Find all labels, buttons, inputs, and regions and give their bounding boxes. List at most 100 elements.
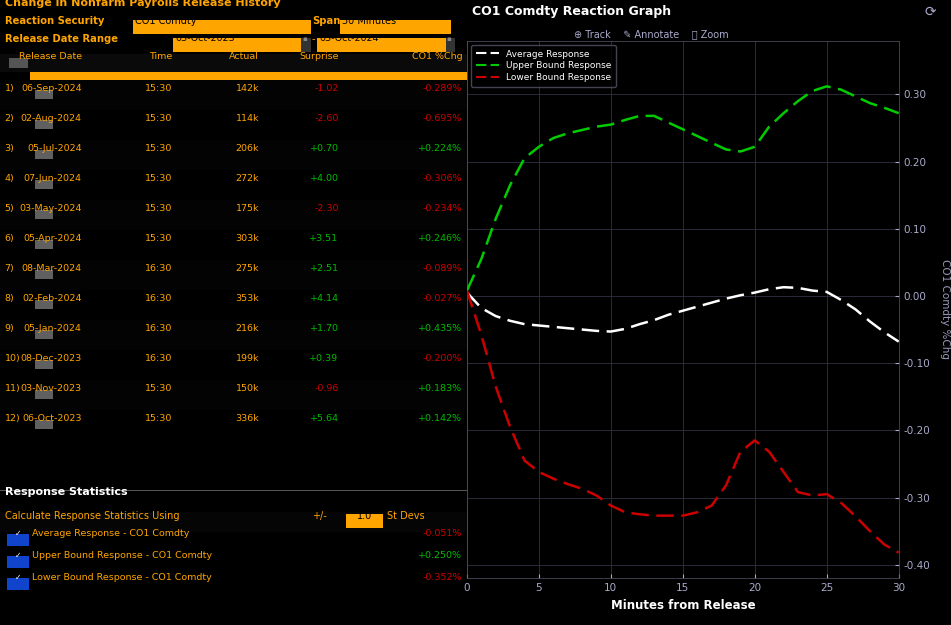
Text: -0.234%: -0.234%: [423, 204, 462, 213]
Text: +0.435%: +0.435%: [418, 324, 462, 333]
Text: ▪: ▪: [302, 36, 307, 42]
Bar: [0, 200, 467, 230]
Text: ✓: ✓: [14, 551, 21, 560]
Text: +0.224%: +0.224%: [418, 144, 462, 153]
Text: 6): 6): [5, 234, 14, 243]
Bar: [35, 420, 52, 429]
Text: 16:30: 16:30: [146, 354, 173, 363]
Text: 08-Dec-2023: 08-Dec-2023: [21, 354, 82, 363]
Text: 07-Jun-2024: 07-Jun-2024: [24, 174, 82, 183]
Text: St Devs: St Devs: [387, 511, 424, 521]
Bar: [317, 38, 446, 52]
Text: -2.60: -2.60: [314, 114, 339, 123]
Text: 206k: 206k: [236, 144, 260, 153]
Text: 15:30: 15:30: [146, 414, 173, 423]
Text: +5.64: +5.64: [309, 414, 339, 423]
Bar: [30, 72, 467, 80]
Text: ⊕ Track    ✎ Annotate    🔍 Zoom: ⊕ Track ✎ Annotate 🔍 Zoom: [573, 29, 728, 39]
Text: Upper Bound Response - CO1 Comdty: Upper Bound Response - CO1 Comdty: [31, 551, 212, 560]
Text: 5): 5): [5, 204, 14, 213]
Text: +0.183%: +0.183%: [418, 384, 462, 393]
Bar: [0, 230, 467, 260]
Text: Span: Span: [312, 16, 340, 26]
Bar: [340, 20, 451, 34]
Text: Calculate Response Statistics Using: Calculate Response Statistics Using: [5, 511, 179, 521]
Text: +2.51: +2.51: [309, 264, 339, 273]
Text: 114k: 114k: [236, 114, 260, 123]
Text: 9): 9): [5, 324, 14, 333]
Text: 16:30: 16:30: [146, 264, 173, 273]
Text: 15:30: 15:30: [146, 384, 173, 393]
Bar: [35, 390, 52, 399]
Bar: [0, 36, 467, 54]
Text: -0.289%: -0.289%: [423, 84, 462, 93]
Text: Change in Nonfarm Payrolls Release History: Change in Nonfarm Payrolls Release Histo…: [5, 0, 281, 8]
Bar: [35, 120, 52, 129]
Text: Average Response - CO1 Comdty: Average Response - CO1 Comdty: [31, 529, 189, 538]
Text: -0.695%: -0.695%: [423, 114, 462, 123]
Bar: [35, 180, 52, 189]
Bar: [0, 170, 467, 200]
Text: Time: Time: [149, 52, 173, 61]
Bar: [0, 290, 467, 320]
Text: +0.70: +0.70: [309, 144, 339, 153]
Bar: [0, 140, 467, 170]
Text: ⟳: ⟳: [925, 5, 937, 19]
Text: -0.96: -0.96: [314, 384, 339, 393]
Text: +0.250%: +0.250%: [418, 551, 462, 560]
Text: ✓: ✓: [14, 573, 21, 582]
Bar: [0, 490, 467, 491]
Bar: [0, 54, 467, 72]
Bar: [0, 350, 467, 380]
Text: Reaction Security: Reaction Security: [5, 16, 104, 26]
Bar: [0, 80, 467, 110]
Text: -0.200%: -0.200%: [423, 354, 462, 363]
Text: ✓: ✓: [14, 529, 21, 538]
Y-axis label: CO1 Comdty %Chg: CO1 Comdty %Chg: [940, 259, 950, 359]
Text: -: -: [311, 34, 315, 44]
Text: +3.51: +3.51: [309, 234, 339, 243]
Text: 06-Sep-2024: 06-Sep-2024: [21, 84, 82, 93]
Text: 303k: 303k: [236, 234, 260, 243]
Bar: [35, 210, 52, 219]
Legend: Average Response, Upper Bound Response, Lower Bound Response: Average Response, Upper Bound Response, …: [472, 45, 615, 87]
Text: 03-May-2024: 03-May-2024: [19, 204, 82, 213]
Text: 8): 8): [5, 294, 14, 303]
Text: 03-Oct-2024: 03-Oct-2024: [319, 34, 378, 43]
Text: -0.027%: -0.027%: [423, 294, 462, 303]
Text: 05-Jul-2024: 05-Jul-2024: [27, 144, 82, 153]
Text: Response Statistics: Response Statistics: [5, 487, 127, 497]
Text: 15:30: 15:30: [146, 234, 173, 243]
Text: 15:30: 15:30: [146, 144, 173, 153]
Text: +4.00: +4.00: [309, 174, 339, 183]
X-axis label: Minutes from Release: Minutes from Release: [611, 599, 755, 611]
Bar: [10, 58, 28, 68]
Bar: [0, 410, 467, 440]
Bar: [35, 360, 52, 369]
Text: 199k: 199k: [236, 354, 260, 363]
Text: -1.02: -1.02: [314, 84, 339, 93]
Text: 1.0: 1.0: [357, 511, 372, 521]
Text: 10): 10): [5, 354, 20, 363]
Text: +/-: +/-: [312, 511, 326, 521]
Text: 2): 2): [5, 114, 14, 123]
Text: 15:30: 15:30: [146, 84, 173, 93]
Bar: [0, 320, 467, 350]
Bar: [7, 534, 29, 546]
Text: 06-Oct-2023: 06-Oct-2023: [22, 414, 82, 423]
Text: 1): 1): [5, 84, 14, 93]
Bar: [0, 512, 467, 532]
Bar: [7, 556, 29, 568]
Bar: [35, 270, 52, 279]
Text: -0.306%: -0.306%: [423, 174, 462, 183]
Text: Actual: Actual: [229, 52, 260, 61]
Text: CO1 %Chg: CO1 %Chg: [412, 52, 462, 61]
Text: 150k: 150k: [236, 384, 260, 393]
Text: 02-Aug-2024: 02-Aug-2024: [21, 114, 82, 123]
Text: -0.089%: -0.089%: [423, 264, 462, 273]
Text: 02-Feb-2024: 02-Feb-2024: [22, 294, 82, 303]
Bar: [133, 20, 311, 34]
Text: 175k: 175k: [236, 204, 260, 213]
Bar: [0, 110, 467, 140]
Text: CO1 Comdty: CO1 Comdty: [135, 16, 197, 26]
